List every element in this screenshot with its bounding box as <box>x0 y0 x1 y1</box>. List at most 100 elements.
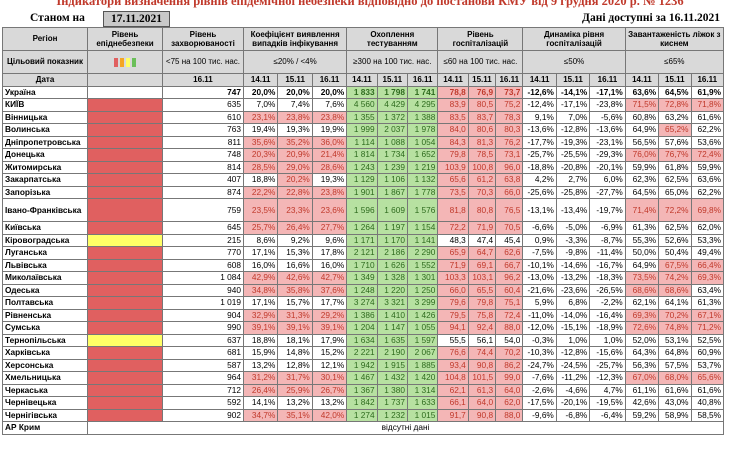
detection-cell: 31,2% <box>242 371 279 385</box>
target-incidence: <75 на 100 тис. нас. <box>161 50 244 74</box>
detection-cell: 7,6% <box>311 98 348 112</box>
beds-cell: 65,6% <box>690 371 724 385</box>
beds-cell: 40,8% <box>690 396 724 410</box>
detection-cell: 34,8% <box>242 283 279 297</box>
beds-cell: 52,5% <box>690 333 724 347</box>
incidence-cell: 748 <box>161 148 244 162</box>
detection-cell: 34,7% <box>242 408 279 422</box>
header-target: Цільовий показник <box>1 50 89 74</box>
hosp-cell: 83,9 <box>437 98 469 112</box>
hosp-cell: 66,0 <box>495 185 524 199</box>
incidence-cell: 874 <box>161 185 244 199</box>
detection-cell: 13,2% <box>277 396 313 410</box>
detection-cell: 7,0% <box>242 98 279 112</box>
testing-cell: 1 372 <box>376 110 408 124</box>
testing-cell: 1 328 <box>376 271 408 285</box>
detection-cell: 14,8% <box>277 346 313 360</box>
hosp-cell: 103,3 <box>437 271 469 285</box>
beds-cell: 53,7% <box>690 358 724 372</box>
beds-cell: 71,5% <box>624 98 660 112</box>
detection-cell: 31,3% <box>277 308 313 322</box>
hosp-cell: 78,3 <box>495 110 524 124</box>
detection-cell: 26,4% <box>277 221 313 235</box>
hosp-cell: 61,2 <box>467 173 497 187</box>
hosp-cell: 80,6 <box>467 123 497 137</box>
testing-cell: 1 314 <box>406 383 439 397</box>
region-name: Івано-Франківська <box>1 198 89 222</box>
level-cell <box>87 296 163 310</box>
level-cell <box>87 123 163 137</box>
beds-cell: 59,9% <box>624 160 660 174</box>
detection-cell: 35,8% <box>277 283 313 297</box>
testing-cell: 1 114 <box>346 135 378 149</box>
testing-cell: 1 088 <box>376 135 408 149</box>
beds-cell: 66,4% <box>690 258 724 272</box>
dynamics-cell: -11,2% <box>555 371 591 385</box>
date-col: 15.11 <box>658 73 692 87</box>
detection-cell: 18,8% <box>242 333 279 347</box>
hosp-cell: 45,4 <box>495 233 524 247</box>
dynamics-cell: -26,5% <box>589 283 626 297</box>
beds-cell: 61,3% <box>690 296 724 310</box>
header-hospitalization: Рівень госпіталізацій <box>437 27 524 51</box>
dynamics-cell: -17,7% <box>522 135 557 149</box>
indicators-table: Регіон Рівень епіднебезпеки Рівень захво… <box>1 27 725 435</box>
detection-cell: 28,6% <box>311 160 348 174</box>
testing-cell: 1 626 <box>376 258 408 272</box>
beds-cell: 62,3% <box>624 173 660 187</box>
incidence-cell: 645 <box>161 221 244 235</box>
level-cell <box>87 321 163 335</box>
region-name: Львівська <box>1 258 89 272</box>
table-row: Черкаська 712 26,4% 25,9% 26,7% 1 367 1 380 1 3… <box>1 383 724 397</box>
beds-cell: 65,2% <box>658 123 692 137</box>
region-name: Миколаївська <box>1 271 89 285</box>
dynamics-cell: -25,5% <box>555 148 591 162</box>
testing-cell: 1 248 <box>346 283 378 297</box>
hosp-cell: 62,0 <box>495 396 524 410</box>
detection-cell: 18,1% <box>277 333 313 347</box>
incidence-cell: 904 <box>161 308 244 322</box>
detection-cell: 25,7% <box>242 221 279 235</box>
beds-cell: 63,6% <box>624 85 660 99</box>
date-col: 16.11 <box>690 73 724 87</box>
detection-cell: 18,8% <box>242 173 279 187</box>
legend-orange-swatch <box>120 57 124 67</box>
testing-cell: 1 301 <box>406 271 439 285</box>
detection-cell: 19,4% <box>242 123 279 137</box>
beds-cell: 50,4% <box>658 246 692 260</box>
table-row: Полтавська 1 019 17,1% 15,7% 17,7% 3 274 3 321… <box>1 296 724 310</box>
testing-cell: 3 274 <box>346 296 378 310</box>
detection-cell: 26,7% <box>311 383 348 397</box>
level-cell <box>87 173 163 187</box>
testing-cell: 1 833 <box>346 85 378 99</box>
region-name: Україна <box>1 85 89 99</box>
dynamics-cell: -18,8% <box>522 160 557 174</box>
date-col: 14.11 <box>522 73 557 87</box>
dynamics-cell: -12,3% <box>589 371 626 385</box>
detection-cell: 26,4% <box>242 383 279 397</box>
testing-cell: 4 295 <box>406 98 439 112</box>
dynamics-cell: 4,7% <box>589 383 626 397</box>
header-hosp-dynamics: Динаміка рівня госпіталізацій <box>522 27 626 51</box>
testing-cell: 1 239 <box>376 160 408 174</box>
hosp-cell: 66,0 <box>437 283 469 297</box>
level-cell <box>87 383 163 397</box>
detection-cell: 13,2% <box>242 358 279 372</box>
dynamics-cell: -12,8% <box>555 346 591 360</box>
region-name: Луганська <box>1 246 89 260</box>
region-name: Житомирська <box>1 160 89 174</box>
date-col: 16.11 <box>495 73 524 87</box>
beds-cell: 73,5% <box>624 271 660 285</box>
testing-cell: 2 290 <box>406 246 439 260</box>
dynamics-cell: -27,7% <box>589 185 626 199</box>
testing-cell: 1 999 <box>346 123 378 137</box>
status-label: Станом на <box>30 12 85 24</box>
testing-cell: 1 426 <box>406 308 439 322</box>
hosp-cell: 90,8 <box>467 358 497 372</box>
beds-cell: 67,0% <box>624 371 660 385</box>
beds-cell: 64,9% <box>624 258 660 272</box>
testing-cell: 1 015 <box>406 408 439 422</box>
detection-cell: 30,1% <box>311 371 348 385</box>
beds-cell: 74,2% <box>658 271 692 285</box>
hosp-cell: 76,9 <box>467 85 497 99</box>
